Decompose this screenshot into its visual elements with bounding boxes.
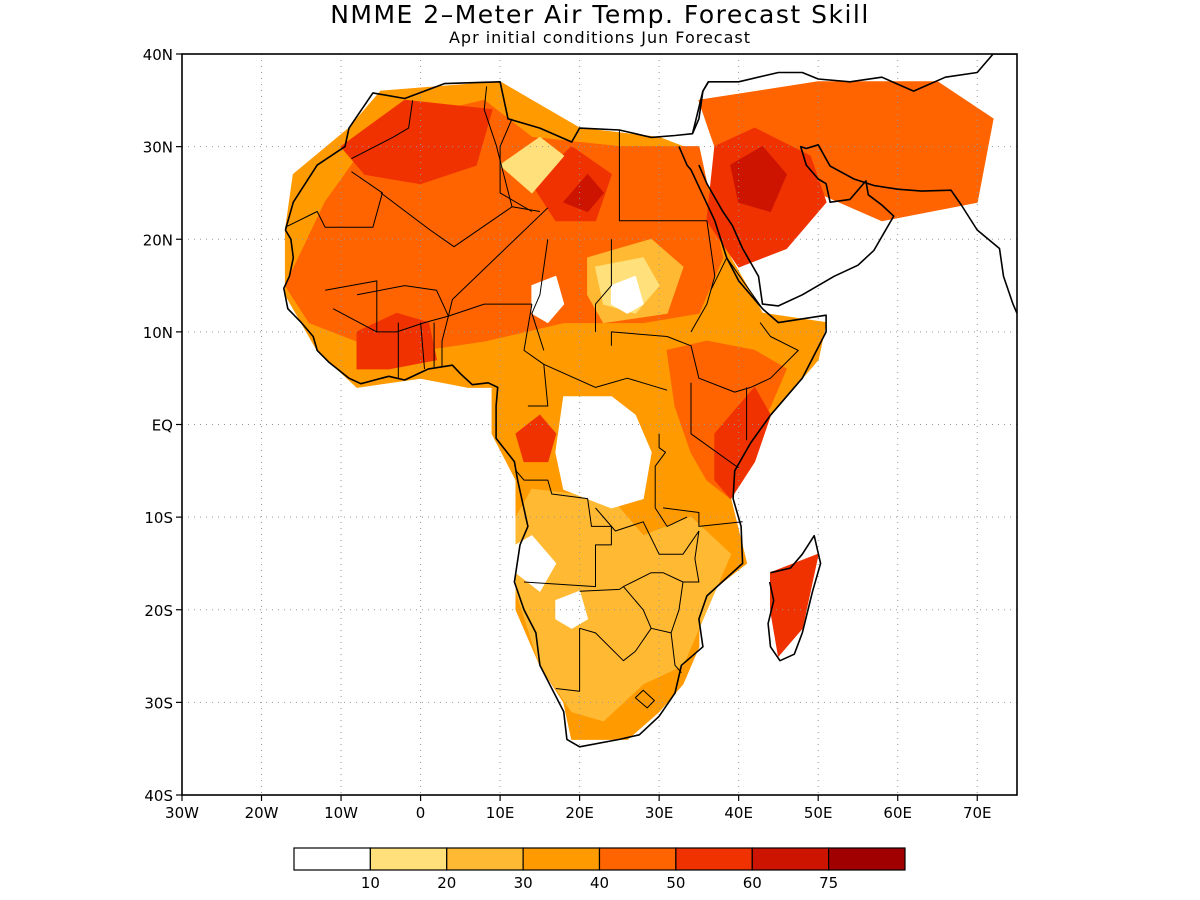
border-12	[420, 322, 425, 369]
coastline-4	[767, 534, 822, 662]
x-tick-label-9: 60E	[883, 804, 912, 822]
border-28	[579, 572, 684, 634]
skill-region-4	[340, 99, 493, 185]
skill-regions	[284, 81, 994, 740]
border-20	[710, 257, 763, 309]
border-23	[690, 382, 739, 469]
coastlines	[282, 54, 1017, 748]
border-5	[618, 130, 707, 222]
colorbar-bin-5	[675, 847, 753, 871]
border-9	[325, 280, 378, 333]
border-18	[610, 331, 751, 393]
border-29	[623, 586, 672, 634]
colorbar-label-2: 30	[514, 874, 533, 892]
border-1	[380, 192, 513, 248]
border-30	[555, 628, 581, 692]
y-tick-label-3: 10N	[143, 324, 173, 342]
x-tick-label-0: 30W	[165, 804, 199, 822]
map-subtitle: Apr initial conditions Jun Forecast	[448, 28, 752, 47]
x-tick-label-7: 40E	[724, 804, 753, 822]
colorbar-label-3: 40	[590, 874, 609, 892]
y-tick-label-0: 40N	[143, 46, 173, 64]
colorbar-bin-1	[369, 847, 448, 871]
x-tick-label-2: 10W	[324, 804, 358, 822]
border-34	[634, 689, 655, 709]
colorbar-bin-3	[522, 847, 601, 871]
border-0	[285, 171, 383, 228]
coastline-0	[284, 81, 710, 231]
border-26	[595, 507, 700, 555]
coastline-2	[691, 54, 1017, 135]
y-tick-label-7: 30S	[144, 694, 173, 712]
border-7	[531, 239, 549, 351]
y-tick-label-8: 40S	[144, 787, 173, 805]
x-tick-label-5: 20E	[565, 804, 594, 822]
x-tick-label-10: 70E	[963, 804, 992, 822]
y-tick-label-1: 30N	[143, 139, 173, 157]
x-axis: 30W 20W 10W 0 10E 20E 30E 40E 50E 60E 70E	[165, 795, 992, 822]
border-24	[654, 433, 688, 527]
border-14	[441, 315, 449, 367]
map-title: NMME 2–Meter Air Temp. Forecast Skill	[330, 0, 870, 29]
y-tick-label-4: EQ	[152, 417, 173, 435]
skill-region-9	[515, 414, 557, 463]
colorbar-bin-4	[598, 847, 677, 871]
border-17	[543, 363, 668, 391]
colorbar-label-4: 50	[666, 874, 685, 892]
x-tick-label-4: 10E	[486, 804, 515, 822]
colorbar-label-1: 20	[437, 874, 456, 892]
colorbar-bin-6	[751, 847, 830, 871]
x-tick-label-6: 30E	[645, 804, 674, 822]
x-tick-label-3: 0	[416, 804, 426, 822]
colorbar-label-0: 10	[361, 874, 380, 892]
colorbar-bin-2	[446, 847, 524, 871]
skill-region-19	[610, 275, 644, 314]
x-tick-label-8: 50E	[804, 804, 833, 822]
border-31	[579, 627, 652, 662]
border-25	[663, 507, 743, 527]
skill-region-11	[730, 146, 787, 212]
border-32	[670, 632, 682, 674]
y-tick-label-2: 20N	[143, 231, 173, 249]
skill-region-8	[714, 386, 771, 500]
border-33	[683, 530, 700, 583]
border-27	[515, 470, 612, 588]
skill-region-10	[770, 553, 819, 657]
border-6	[595, 239, 612, 332]
border-2	[351, 100, 414, 160]
y-tick-label-5: 10S	[144, 509, 173, 527]
border-8	[447, 207, 549, 317]
coastline-1	[282, 146, 827, 748]
colorbar-bin-0	[293, 847, 371, 871]
skill-region-13	[515, 488, 732, 722]
coastline-3	[698, 144, 1017, 314]
border-21	[750, 322, 799, 388]
skill-region-16	[499, 136, 565, 194]
y-tick-label-6: 20S	[144, 602, 173, 620]
colorbar-label-6: 75	[819, 874, 838, 892]
colorbar-bin-7	[828, 847, 906, 871]
skill-region-12	[563, 173, 604, 212]
x-tick-label-1: 20W	[245, 804, 279, 822]
border-4	[499, 118, 533, 212]
colorbar-label-5: 60	[743, 874, 762, 892]
skill-region-18	[531, 275, 565, 324]
country-borders	[285, 86, 799, 709]
border-15	[448, 303, 532, 317]
y-axis: 40N 30N 20N 10N EQ 10S 20S 30S 40S	[143, 46, 182, 805]
border-3	[483, 86, 540, 212]
colorbar: 10 20 30 40 50 60 75	[293, 847, 906, 892]
